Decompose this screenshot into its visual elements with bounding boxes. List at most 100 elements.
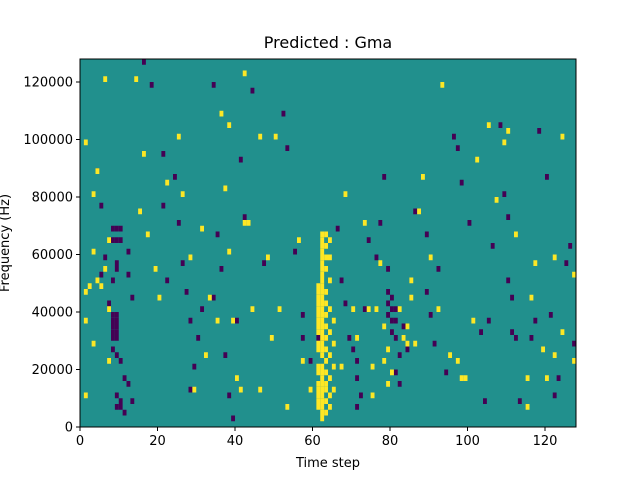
- heatmap-cell-high: [320, 231, 325, 238]
- heatmap-cell-high: [320, 306, 325, 312]
- heatmap-cell-low: [219, 266, 224, 272]
- heatmap-cell-high: [316, 283, 321, 289]
- heatmap-cell-high: [320, 312, 325, 318]
- heatmap-cell-high: [320, 392, 325, 399]
- heatmap-cell-high: [207, 294, 212, 301]
- heatmap-cell-high: [448, 352, 453, 358]
- x-axis: 0 20 40 60 80 100 120: [76, 427, 558, 449]
- y-axis-label: Frequency (Hz): [0, 194, 13, 292]
- heatmap-cell-high: [552, 254, 557, 261]
- plot-frame: [79, 58, 577, 428]
- heatmap-cell-high: [320, 375, 325, 381]
- heatmap-cell-high: [459, 375, 464, 381]
- heatmap-cell-high: [362, 220, 367, 226]
- heatmap-cell-low: [114, 317, 119, 324]
- heatmap-cell-low: [161, 202, 166, 209]
- heatmap-cell-low: [308, 358, 313, 364]
- heatmap-cell-high: [316, 386, 321, 393]
- heatmap-cell-low: [114, 335, 119, 341]
- y-tick-label: 60000: [32, 248, 73, 263]
- heatmap-cell-low: [114, 260, 119, 266]
- heatmap-cell-high: [320, 329, 325, 335]
- heatmap-cell-low: [250, 87, 255, 94]
- y-tick-label: 120000: [23, 76, 73, 91]
- heatmap-cell-high: [316, 363, 321, 370]
- heatmap-cell-high: [316, 323, 321, 330]
- heatmap-cell-high: [355, 335, 360, 341]
- heatmap-cell-high: [320, 386, 325, 393]
- heatmap-cell-low: [552, 392, 557, 399]
- heatmap-cell-low: [359, 392, 363, 399]
- heatmap-cell-high: [316, 369, 321, 376]
- heatmap-cell-low: [126, 248, 131, 255]
- heatmap-cell-low: [111, 312, 115, 318]
- heatmap-cell-high: [107, 358, 112, 364]
- chart-title: Predicted : Gma: [264, 33, 392, 52]
- heatmap-cell-high: [320, 300, 325, 307]
- heatmap-cell-low: [413, 208, 418, 215]
- heatmap-cell-low: [510, 294, 515, 301]
- heatmap-cell-low: [393, 317, 398, 324]
- heatmap-cell-high: [409, 277, 414, 284]
- heatmap-cell-low: [114, 323, 119, 330]
- heatmap-cell-low: [149, 82, 154, 88]
- heatmap-cell-low: [405, 346, 410, 353]
- heatmap-cell-high: [320, 335, 325, 341]
- heatmap-cell-high: [331, 317, 336, 324]
- heatmap-cell-low: [300, 335, 305, 341]
- heatmap-cell-high: [328, 404, 332, 410]
- heatmap-cell-high: [320, 352, 325, 358]
- heatmap-cell-high: [486, 122, 491, 128]
- heatmap-cell-low: [103, 254, 108, 261]
- heatmap-cell-low: [506, 214, 511, 220]
- heatmap-cell-low: [114, 329, 119, 335]
- heatmap-cell-high: [320, 340, 325, 347]
- heatmap-cell-low: [401, 323, 406, 330]
- heatmap-cell-high: [285, 404, 290, 410]
- heatmap-cell-low: [111, 317, 115, 324]
- heatmap-cell-high: [157, 294, 162, 301]
- heatmap-cell-high: [572, 271, 577, 278]
- heatmap-cell-high: [506, 128, 511, 134]
- heatmap-cell-high: [215, 317, 220, 324]
- heatmap-cell-high: [324, 346, 329, 353]
- heatmap-cell-high: [328, 375, 332, 381]
- heatmap-cell-low: [242, 214, 247, 220]
- heatmap-cell-high: [320, 277, 325, 284]
- heatmap-cell-high: [297, 237, 301, 243]
- heatmap-cell-high: [324, 369, 329, 376]
- heatmap-cell-high: [324, 409, 329, 416]
- heatmap-cell-low: [452, 133, 456, 140]
- heatmap-cell-high: [328, 306, 332, 312]
- heatmap-cell-high: [145, 231, 150, 238]
- heatmap-cell-low: [130, 398, 135, 404]
- heatmap-cell-low: [517, 398, 522, 404]
- heatmap-cell-high: [324, 266, 329, 272]
- heatmap-cell-low: [200, 306, 205, 312]
- heatmap-cell-high: [320, 346, 325, 353]
- x-tick-label: 120: [533, 434, 558, 449]
- heatmap-cell-high: [316, 392, 321, 399]
- heatmap-cell-low: [184, 289, 189, 295]
- heatmap-cell-high: [331, 386, 336, 393]
- x-tick-label: 100: [455, 434, 480, 449]
- heatmap-cell-high: [320, 254, 325, 261]
- heatmap-cell-high: [103, 76, 108, 82]
- heatmap-cell-low: [122, 375, 127, 381]
- heatmap-cell-high: [324, 289, 329, 295]
- heatmap-cell-high: [316, 312, 321, 318]
- heatmap-cell-low: [545, 174, 549, 180]
- heatmap-cell-high: [324, 335, 329, 341]
- heatmap-cell-high: [421, 174, 425, 180]
- heatmap-cell-low: [196, 335, 201, 341]
- x-tick-label: 80: [382, 434, 399, 449]
- heatmap-cell-high: [316, 398, 321, 404]
- heatmap-cell-high: [343, 191, 348, 197]
- heatmap-cell-high: [463, 375, 468, 381]
- heatmap-cell-low: [564, 260, 569, 266]
- heatmap-cell-high: [176, 133, 181, 140]
- y-axis: 0 20000 40000 60000 80000 100000 120000: [23, 76, 80, 436]
- heatmap-cell-low: [514, 335, 518, 341]
- heatmap-cell-high: [514, 231, 518, 238]
- heatmap-cell-high: [560, 329, 565, 335]
